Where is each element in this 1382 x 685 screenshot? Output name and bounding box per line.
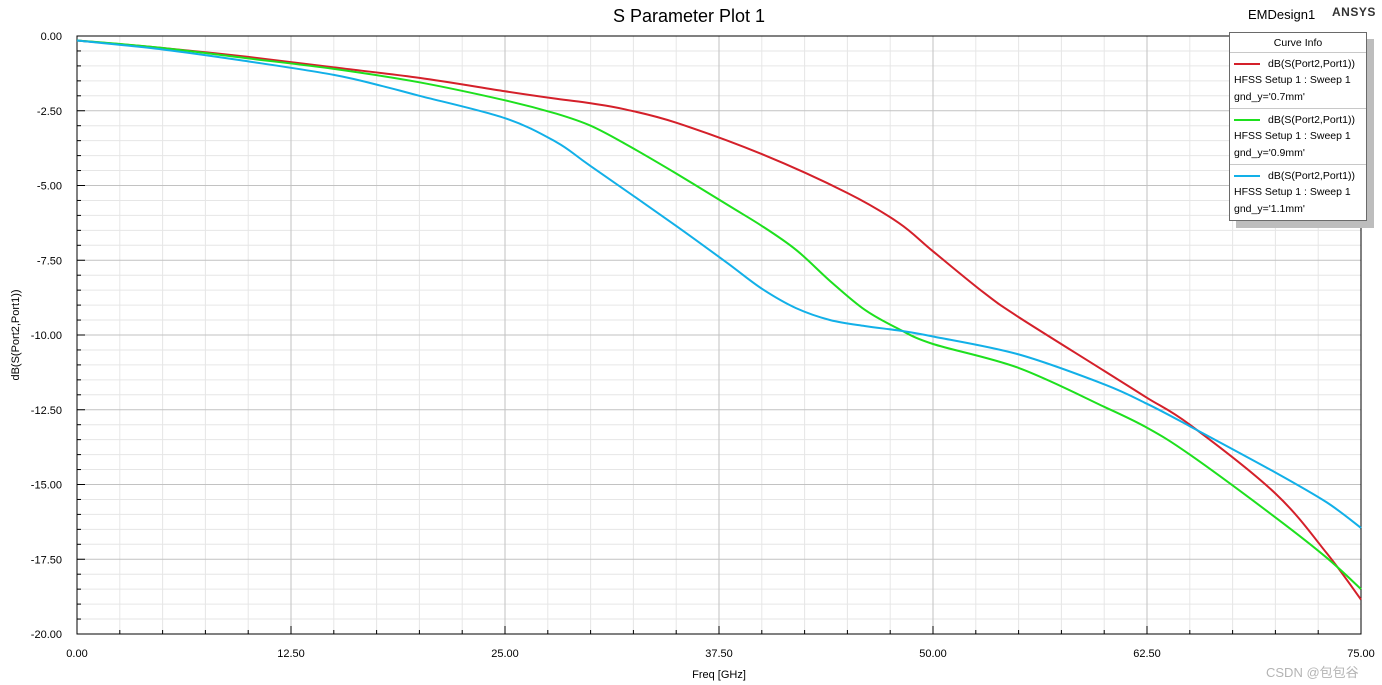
legend-title: Curve Info: [1230, 33, 1366, 53]
legend-swatch: [1234, 174, 1260, 177]
legend-parameter: gnd_y='1.1mm': [1234, 203, 1305, 215]
legend-entry[interactable]: dB(S(Port2,Port1)) HFSS Setup 1 : Sweep …: [1230, 109, 1366, 165]
legend-expression: dB(S(Port2,Port1)): [1268, 57, 1355, 70]
design-name: EMDesign1: [1248, 7, 1316, 22]
x-tick-label: 12.50: [277, 648, 305, 660]
x-axis-label: Freq [GHz]: [692, 669, 746, 681]
y-tick-label: -2.50: [37, 106, 62, 118]
x-tick-label: 50.00: [919, 648, 947, 660]
y-tick-label: -10.00: [31, 330, 62, 342]
legend-expression: dB(S(Port2,Port1)): [1268, 113, 1355, 126]
y-tick-label: -20.00: [31, 629, 62, 641]
series-lines: [76, 39, 1362, 601]
legend-swatch: [1234, 118, 1260, 121]
legend-parameter: gnd_y='0.9mm': [1234, 147, 1305, 159]
series-line-1: [76, 39, 1362, 601]
x-tick-label: 25.00: [491, 648, 519, 660]
legend-setup: HFSS Setup 1 : Sweep 1: [1234, 186, 1351, 198]
legend-setup: HFSS Setup 1 : Sweep 1: [1234, 130, 1351, 142]
y-tick-labels: 0.00 -2.50 -5.00 -7.50 -10.00 -12.50 -15.00 -17…: [31, 31, 62, 641]
legend-entry[interactable]: dB(S(Port2,Port1)) HFSS Setup 1 : Sweep …: [1230, 53, 1366, 109]
curve-info-legend[interactable]: Curve Info dB(S(Port2,Port1)) HFSS Setup…: [1229, 32, 1367, 221]
series-line-3: [76, 39, 1362, 529]
y-tick-label: -5.00: [37, 181, 62, 193]
y-tick-label: -7.50: [37, 255, 62, 267]
x-tick-labels: 0.00 12.50 25.00 37.50 50.00 62.50 75.00: [66, 648, 1374, 660]
x-tick-label: 37.50: [705, 648, 733, 660]
y-tick-label: -15.00: [31, 480, 62, 492]
legend-expression: dB(S(Port2,Port1)): [1268, 169, 1355, 182]
chart-title: S Parameter Plot 1: [613, 6, 765, 26]
legend-swatch: [1234, 62, 1260, 65]
series-line-2: [76, 39, 1362, 590]
legend-parameter: gnd_y='0.7mm': [1234, 91, 1305, 103]
x-tick-label: 62.50: [1133, 648, 1161, 660]
legend-entry[interactable]: dB(S(Port2,Port1)) HFSS Setup 1 : Sweep …: [1230, 165, 1366, 220]
x-tick-label: 0.00: [66, 648, 87, 660]
x-tick-label: 75.00: [1347, 648, 1375, 660]
y-axis-label: dB(S(Port2,Port1)): [10, 289, 22, 380]
legend-setup: HFSS Setup 1 : Sweep 1: [1234, 74, 1351, 86]
tick-marks: [76, 35, 1362, 635]
ansys-logo: ANSYS: [1332, 5, 1376, 19]
watermark: CSDN @包包谷: [1266, 665, 1359, 680]
y-tick-label: 0.00: [41, 31, 62, 43]
y-tick-label: -17.50: [31, 554, 62, 566]
y-tick-label: -12.50: [31, 405, 62, 417]
